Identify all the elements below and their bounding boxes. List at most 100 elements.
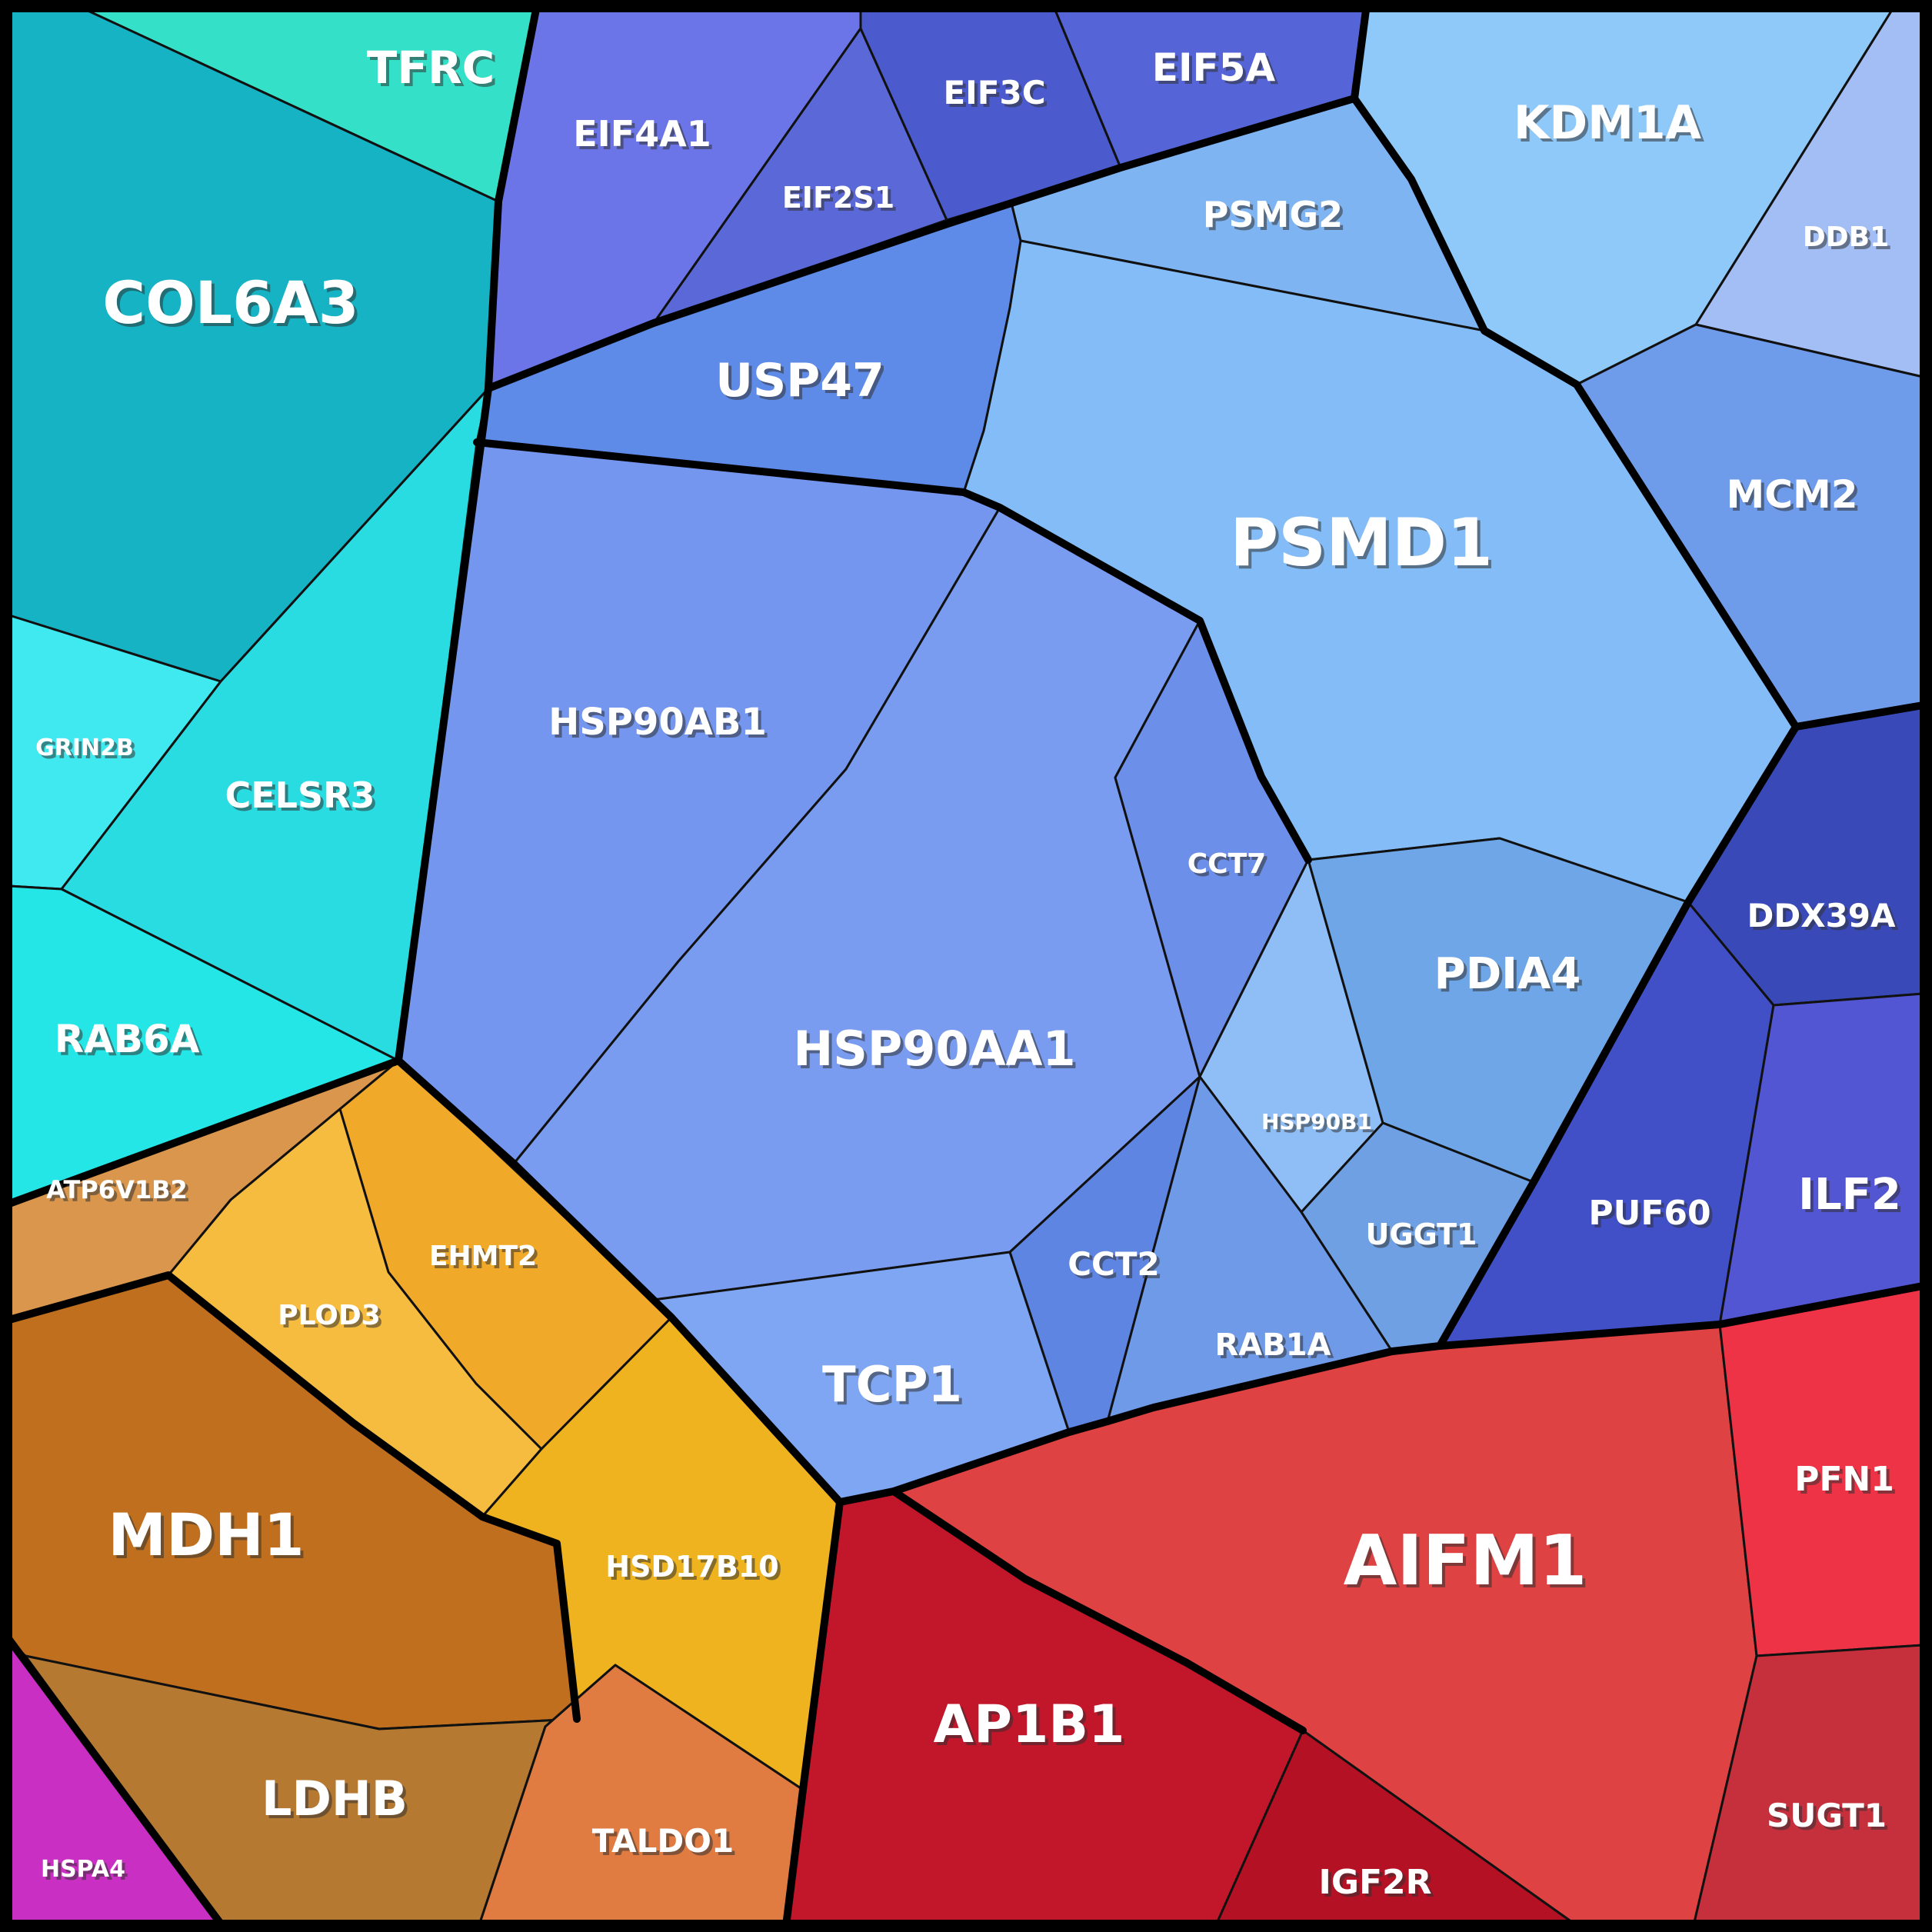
cell-label-hsp90b1: HSP90B1 xyxy=(1261,1109,1372,1134)
cell-label-eif4a1: EIF4A1 xyxy=(573,113,711,155)
cell-label-celsr3: CELSR3 xyxy=(225,774,375,816)
cell-label-psmg2: PSMG2 xyxy=(1203,194,1343,235)
cell-label-usp47: USP47 xyxy=(715,354,884,408)
cell-label-shadow-grin2b: GRIN2B xyxy=(38,738,137,764)
cell-label-shadow-hsp90aa1: HSP90AA1 xyxy=(796,1024,1078,1080)
cell-label-kdm1a: KDM1A xyxy=(1514,96,1702,150)
cell-label-shadow-psmg2: PSMG2 xyxy=(1206,197,1346,238)
cell-label-hsp90ab1: HSP90AB1 xyxy=(548,701,767,744)
cell-label-mdh1: MDH1 xyxy=(108,1501,304,1569)
cell-label-pdia4: PDIA4 xyxy=(1434,949,1581,999)
cell-label-shadow-taldo1: TALDO1 xyxy=(595,1825,737,1863)
cell-label-hsp90aa1: HSP90AA1 xyxy=(793,1021,1075,1077)
cell-label-shadow-sugt1: SUGT1 xyxy=(1770,1800,1890,1837)
cell-label-shadow-ddb1: DDB1 xyxy=(1806,225,1892,256)
cell-label-shadow-tfrc: TFRC xyxy=(370,45,498,97)
cell-label-plod3: PLOD3 xyxy=(278,1300,381,1331)
cluster-boundary-mdh1-vs-amber xyxy=(5,1271,581,1723)
cell-label-cct7: CCT7 xyxy=(1188,848,1266,880)
cluster-boundary-translation-vs-proteasome xyxy=(485,6,1370,392)
cell-label-shadow-hsp90b1: HSP90B1 xyxy=(1264,1112,1375,1138)
cell-label-hspa4: HSPA4 xyxy=(41,1856,125,1883)
cell-label-shadow-ldhb: LDHB xyxy=(265,1774,411,1830)
labels-layer: TFRCTFRCCOL6A3COL6A3GRIN2BGRIN2BCELSR3CE… xyxy=(35,42,1904,1905)
cell-label-shadow-eif5a: EIF5A xyxy=(1155,48,1279,93)
cluster-boundary-orange-vs-blue xyxy=(395,1057,844,1506)
cell-label-col6a3: COL6A3 xyxy=(102,268,358,337)
cell-label-shadow-tcp1: TCP1 xyxy=(825,1360,965,1417)
cell-label-ilf2: ILF2 xyxy=(1798,1170,1901,1220)
cell-label-shadow-pfn1: PFN1 xyxy=(1797,1463,1897,1502)
cell-label-shadow-igf2r: IGF2R xyxy=(1321,1866,1434,1905)
cell-label-shadow-ehmt2: EHMT2 xyxy=(432,1244,540,1275)
cell-label-shadow-col6a3: COL6A3 xyxy=(105,271,361,340)
cell-label-eif5a: EIF5A xyxy=(1152,45,1276,90)
cell-label-shadow-mdh1: MDH1 xyxy=(111,1504,307,1572)
cluster-boundary-aifm1-vs-ap1b1 xyxy=(890,1487,1307,1734)
cell-label-shadow-psmd1: PSMD1 xyxy=(1233,508,1496,585)
cell-label-shadow-eif2s1: EIF2S1 xyxy=(785,184,898,218)
cell-label-hsd17b10: HSD17B10 xyxy=(605,1550,778,1584)
cell-label-atp6v1b2: ATP6V1B2 xyxy=(46,1175,188,1204)
cell-label-mcm2: MCM2 xyxy=(1727,472,1858,517)
cluster-boundary-chromatin-vs-proteasome xyxy=(1351,95,1927,731)
cell-label-shadow-rab6a: RAB6A xyxy=(58,1020,203,1064)
cell-label-shadow-ap1b1: AP1B1 xyxy=(937,1697,1128,1758)
cell-label-cct2: CCT2 xyxy=(1068,1245,1160,1283)
cells-layer xyxy=(8,8,1924,1932)
cluster-boundary-teal-orange xyxy=(5,1057,402,1208)
cell-label-shadow-cct2: CCT2 xyxy=(1071,1248,1163,1286)
cell-label-tfrc: TFRC xyxy=(367,42,495,94)
cell-label-shadow-puf60: PUF60 xyxy=(1591,1197,1714,1236)
cell-label-shadow-uggt1: UGGT1 xyxy=(1369,1221,1481,1254)
cluster-boundary-teal-right xyxy=(395,5,540,1064)
cell-label-shadow-usp47: USP47 xyxy=(718,357,887,411)
cell-igf2r[interactable] xyxy=(1211,1729,1587,1932)
cell-label-shadow-aifm1: AIFM1 xyxy=(1347,1524,1591,1604)
cluster-boundaries-layer xyxy=(5,5,1927,1932)
cell-label-puf60: PUF60 xyxy=(1588,1194,1710,1233)
cell-label-eif3c: EIF3C xyxy=(943,74,1045,112)
cell-label-shadow-pdia4: PDIA4 xyxy=(1437,952,1584,1002)
cell-label-aifm1: AIFM1 xyxy=(1344,1521,1587,1601)
cell-label-rab6a: RAB6A xyxy=(55,1017,200,1061)
cell-label-ddb1: DDB1 xyxy=(1803,222,1889,253)
cell-label-rab1a: RAB1A xyxy=(1214,1327,1331,1363)
cell-label-shadow-plod3: PLOD3 xyxy=(281,1303,384,1334)
cell-label-shadow-mcm2: MCM2 xyxy=(1730,475,1861,520)
cluster-boundary-hspa4-boundary xyxy=(5,1636,231,1932)
cell-label-ddx39a: DDX39A xyxy=(1747,897,1896,934)
cell-label-taldo1: TALDO1 xyxy=(592,1822,734,1860)
cell-label-shadow-hsd17b10: HSD17B10 xyxy=(608,1553,781,1587)
cluster-boundary-usp47-vs-hsp90ab1 xyxy=(473,438,968,496)
cell-label-shadow-cct7: CCT7 xyxy=(1191,851,1269,883)
cluster-boundary-orange-vs-red xyxy=(781,1498,844,1932)
cluster-boundary-proteasome-vs-chaperone xyxy=(960,488,1312,864)
cell-label-shadow-atp6v1b2: ATP6V1B2 xyxy=(49,1178,191,1208)
cell-label-shadow-eif3c: EIF3C xyxy=(946,77,1048,115)
cell-label-ehmt2: EHMT2 xyxy=(429,1241,537,1272)
cluster-boundary-rna-cluster xyxy=(1436,723,1800,1350)
cell-label-grin2b: GRIN2B xyxy=(35,734,134,761)
cluster-boundary-blue-vs-red xyxy=(836,1282,1927,1506)
cell-label-igf2r: IGF2R xyxy=(1318,1863,1431,1902)
cell-label-tcp1: TCP1 xyxy=(822,1357,962,1414)
cell-label-shadow-celsr3: CELSR3 xyxy=(228,778,378,819)
cell-label-sugt1: SUGT1 xyxy=(1767,1797,1887,1834)
cell-label-shadow-ddx39a: DDX39A xyxy=(1750,900,1899,938)
cell-label-shadow-hspa4: HSPA4 xyxy=(44,1859,128,1886)
cell-label-uggt1: UGGT1 xyxy=(1366,1217,1477,1251)
cell-label-ldhb: LDHB xyxy=(261,1770,408,1827)
cell-label-psmd1: PSMD1 xyxy=(1230,505,1493,581)
cell-label-shadow-rab1a: RAB1A xyxy=(1217,1331,1334,1366)
cell-label-ap1b1: AP1B1 xyxy=(934,1694,1125,1755)
cell-label-pfn1: PFN1 xyxy=(1794,1460,1894,1499)
cell-label-shadow-ilf2: ILF2 xyxy=(1801,1173,1904,1223)
cell-label-eif2s1: EIF2S1 xyxy=(782,181,894,215)
cell-label-shadow-eif4a1: EIF4A1 xyxy=(576,116,715,158)
cell-label-shadow-hsp90ab1: HSP90AB1 xyxy=(551,704,770,747)
cell-taldo1[interactable] xyxy=(475,1664,804,1932)
